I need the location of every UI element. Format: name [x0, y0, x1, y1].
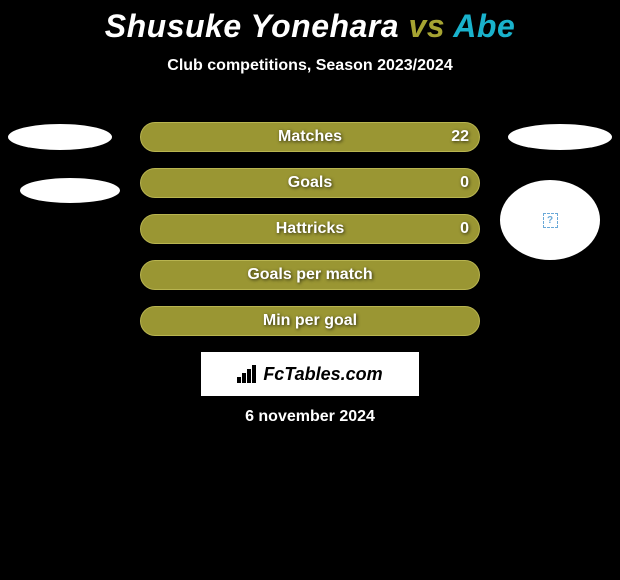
logo-label: FcTables.com	[263, 364, 382, 385]
date-text: 6 november 2024	[0, 408, 620, 426]
stat-bar-label: Hattricks	[276, 220, 344, 238]
logo-text: FcTables.com	[237, 364, 382, 385]
stat-bar-value: 0	[460, 220, 469, 238]
logo-bars-icon	[237, 365, 259, 383]
stat-bar-hattricks: Hattricks 0	[140, 214, 480, 244]
left-decoration-ellipse-1	[8, 124, 112, 150]
stat-bar-label: Matches	[278, 128, 342, 146]
comparison-title: Shusuke Yonehara vs Abe	[0, 0, 620, 45]
vs-label: vs	[408, 8, 445, 44]
stat-bar-value: 0	[460, 174, 469, 192]
player1-name: Shusuke Yonehara	[105, 8, 399, 44]
right-decoration-circle: ?	[500, 180, 600, 260]
stat-bars: Matches 22 Goals 0 Hattricks 0 Goals per…	[140, 122, 480, 352]
stat-bar-min-per-goal: Min per goal	[140, 306, 480, 336]
stat-bar-matches: Matches 22	[140, 122, 480, 152]
placeholder-icon: ?	[543, 213, 558, 228]
stat-bar-label: Goals	[288, 174, 332, 192]
stat-bar-label: Goals per match	[247, 266, 372, 284]
fctables-logo[interactable]: FcTables.com	[201, 352, 419, 396]
stat-bar-value: 22	[451, 128, 469, 146]
left-decoration-ellipse-2	[20, 178, 120, 203]
right-decoration-ellipse	[508, 124, 612, 150]
subtitle: Club competitions, Season 2023/2024	[0, 57, 620, 75]
stat-bar-label: Min per goal	[263, 312, 357, 330]
player2-name: Abe	[453, 8, 515, 44]
placeholder-icon-label: ?	[547, 215, 553, 226]
stat-bar-goals: Goals 0	[140, 168, 480, 198]
stat-bar-goals-per-match: Goals per match	[140, 260, 480, 290]
